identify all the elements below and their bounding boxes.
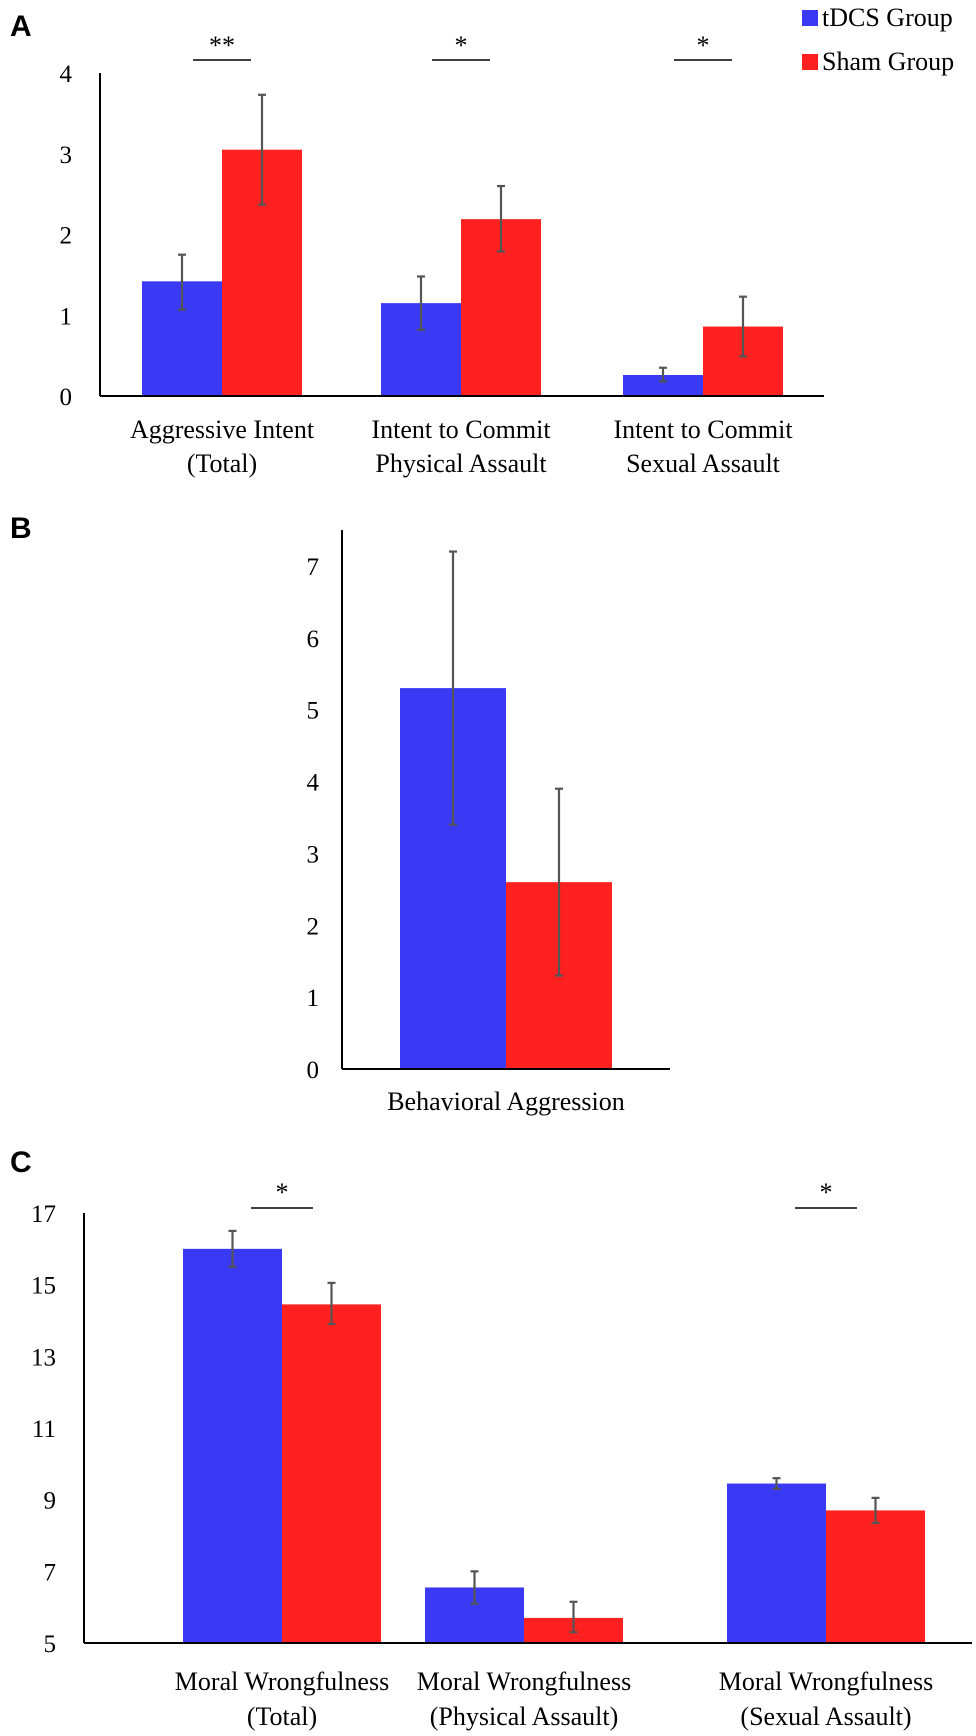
y-tick-label: 7 [307, 554, 320, 581]
significance-marker: * [697, 31, 710, 60]
y-tick-label: 9 [44, 1488, 57, 1515]
bar [623, 375, 703, 396]
panel-label: C [10, 1146, 32, 1179]
y-tick-label: 3 [307, 841, 320, 868]
legend: tDCS Group Sham Group [802, 3, 954, 76]
significance-marker: * [820, 1178, 833, 1207]
y-tick-label: 1 [60, 303, 73, 330]
significance-marker: ** [209, 31, 235, 60]
y-tick-label: 3 [60, 142, 73, 169]
y-tick-label: 2 [307, 913, 320, 940]
category-label: Intent to Commit [371, 415, 551, 444]
chart-panel-A: A 0 1 2 3 4 Aggressive Intent (Total) Intent to … [10, 10, 824, 478]
legend-swatch [802, 10, 818, 26]
category-label: Behavioral Aggression [387, 1087, 625, 1116]
bar [826, 1510, 925, 1643]
legend-swatch [802, 54, 818, 70]
legend-label: Sham Group [822, 47, 954, 76]
panel-label: B [10, 512, 32, 545]
category-label: (Sexual Assault) [740, 1702, 911, 1731]
panel-label: A [10, 10, 32, 43]
category-label: Aggressive Intent [130, 415, 315, 444]
category-label: Sexual Assault [626, 449, 781, 478]
category-label: (Physical Assault) [430, 1702, 619, 1731]
y-tick-label: 1 [307, 985, 320, 1012]
y-tick-label: 5 [44, 1631, 57, 1658]
y-tick-label: 6 [307, 626, 320, 653]
bar [727, 1483, 826, 1643]
y-tick-label: 15 [31, 1273, 56, 1300]
bar [183, 1248, 282, 1643]
category-label: (Total) [187, 449, 257, 478]
y-tick-label: 17 [31, 1201, 56, 1228]
significance-marker: * [455, 31, 468, 60]
category-label: Moral Wrongfulness [417, 1667, 631, 1696]
category-label: Moral Wrongfulness [175, 1667, 389, 1696]
category-label: Physical Assault [375, 449, 547, 478]
y-tick-label: 5 [307, 698, 320, 725]
y-tick-label: 0 [60, 384, 73, 411]
y-tick-label: 4 [60, 61, 73, 88]
chart-panel-B: B 0 1 2 3 4 5 6 7 Behavioral Aggression [10, 512, 670, 1116]
y-tick-label: 13 [31, 1344, 56, 1371]
y-tick-label: 0 [307, 1057, 320, 1084]
category-label: Moral Wrongfulness [719, 1667, 933, 1696]
chart-panel-C: C 5 7 9 11 13 15 17 Moral Wrongfulness (Total) Mor… [10, 1146, 972, 1731]
category-label: (Total) [247, 1702, 317, 1731]
y-tick-label: 7 [44, 1559, 57, 1586]
bar [282, 1304, 381, 1643]
y-tick-label: 2 [60, 223, 73, 250]
category-label: Intent to Commit [613, 415, 793, 444]
y-tick-label: 11 [32, 1416, 56, 1443]
significance-marker: * [276, 1178, 289, 1207]
legend-label: tDCS Group [822, 3, 953, 32]
y-tick-label: 4 [307, 770, 320, 797]
